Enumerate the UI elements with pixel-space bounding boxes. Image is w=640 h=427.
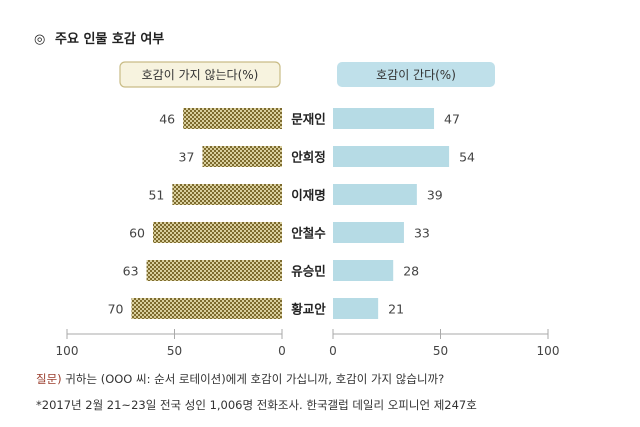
value-label-negative-2: 51: [148, 188, 164, 203]
value-label-negative-0: 46: [159, 112, 175, 127]
bar-positive-1: [333, 146, 450, 167]
tick-right-0: 0: [329, 344, 337, 358]
tick-left-1: 50: [167, 344, 182, 358]
bar-positive-5: [333, 298, 379, 319]
value-label-negative-3: 60: [129, 226, 145, 241]
source-note: *2017년 2월 21~23일 전국 성인 1,006명 전화조사. 한국갤럽…: [36, 398, 477, 412]
value-label-positive-4: 28: [403, 264, 419, 279]
value-label-positive-2: 39: [427, 188, 443, 203]
question-text: 귀하는 (OOO 씨: 순서 로테이션)에게 호감이 가십니까, 호감이 가지 …: [62, 372, 445, 386]
category-label-5: 황교안: [291, 302, 326, 317]
tick-right-1: 50: [433, 344, 448, 358]
category-label-3: 안철수: [291, 226, 326, 241]
bar-positive-4: [333, 260, 394, 281]
bar-negative-4: [146, 260, 282, 281]
bar-positive-0: [333, 108, 435, 129]
title-bullet: ◎: [34, 32, 45, 47]
category-label-2: 이재명: [291, 188, 326, 203]
legend-left-label: 호감이 가지 않는다(%): [142, 68, 259, 82]
legend-right-label: 호감이 간다(%): [376, 68, 456, 82]
tick-right-2: 100: [537, 344, 560, 358]
category-label-0: 문재인: [291, 112, 326, 127]
value-label-positive-5: 21: [388, 302, 404, 317]
bar-negative-5: [131, 298, 282, 319]
value-label-positive-0: 47: [444, 112, 460, 127]
category-label-4: 유승민: [291, 264, 326, 279]
axes-group: 100 50 0 0 50 100: [56, 329, 560, 358]
bar-negative-0: [183, 108, 282, 129]
bars-group: 46 47 문재인 37 54 안희정 51 39 이재명 60 33 안철수 63 28 유승민 70 21 황…: [108, 108, 475, 319]
category-label-1: 안희정: [291, 150, 326, 165]
bar-negative-1: [202, 146, 282, 167]
question-note: 질문) 귀하는 (OOO 씨: 순서 로테이션)에게 호감이 가십니까, 호감이…: [36, 372, 444, 386]
value-label-positive-1: 54: [459, 150, 475, 165]
tick-left-0: 100: [56, 344, 79, 358]
value-label-negative-5: 70: [108, 302, 124, 317]
bar-negative-2: [172, 184, 282, 205]
chart-title: 주요 인물 호감 여부: [55, 31, 164, 47]
bar-positive-2: [333, 184, 417, 205]
question-label: 질문): [36, 372, 62, 386]
bar-positive-3: [333, 222, 404, 243]
bar-negative-3: [153, 222, 282, 243]
legend-left-box: [119, 61, 281, 88]
value-label-negative-4: 63: [123, 264, 139, 279]
value-label-negative-1: 37: [179, 150, 195, 165]
legend-right-box: [337, 62, 495, 87]
tick-left-2: 0: [278, 344, 286, 358]
value-label-positive-3: 33: [414, 226, 430, 241]
